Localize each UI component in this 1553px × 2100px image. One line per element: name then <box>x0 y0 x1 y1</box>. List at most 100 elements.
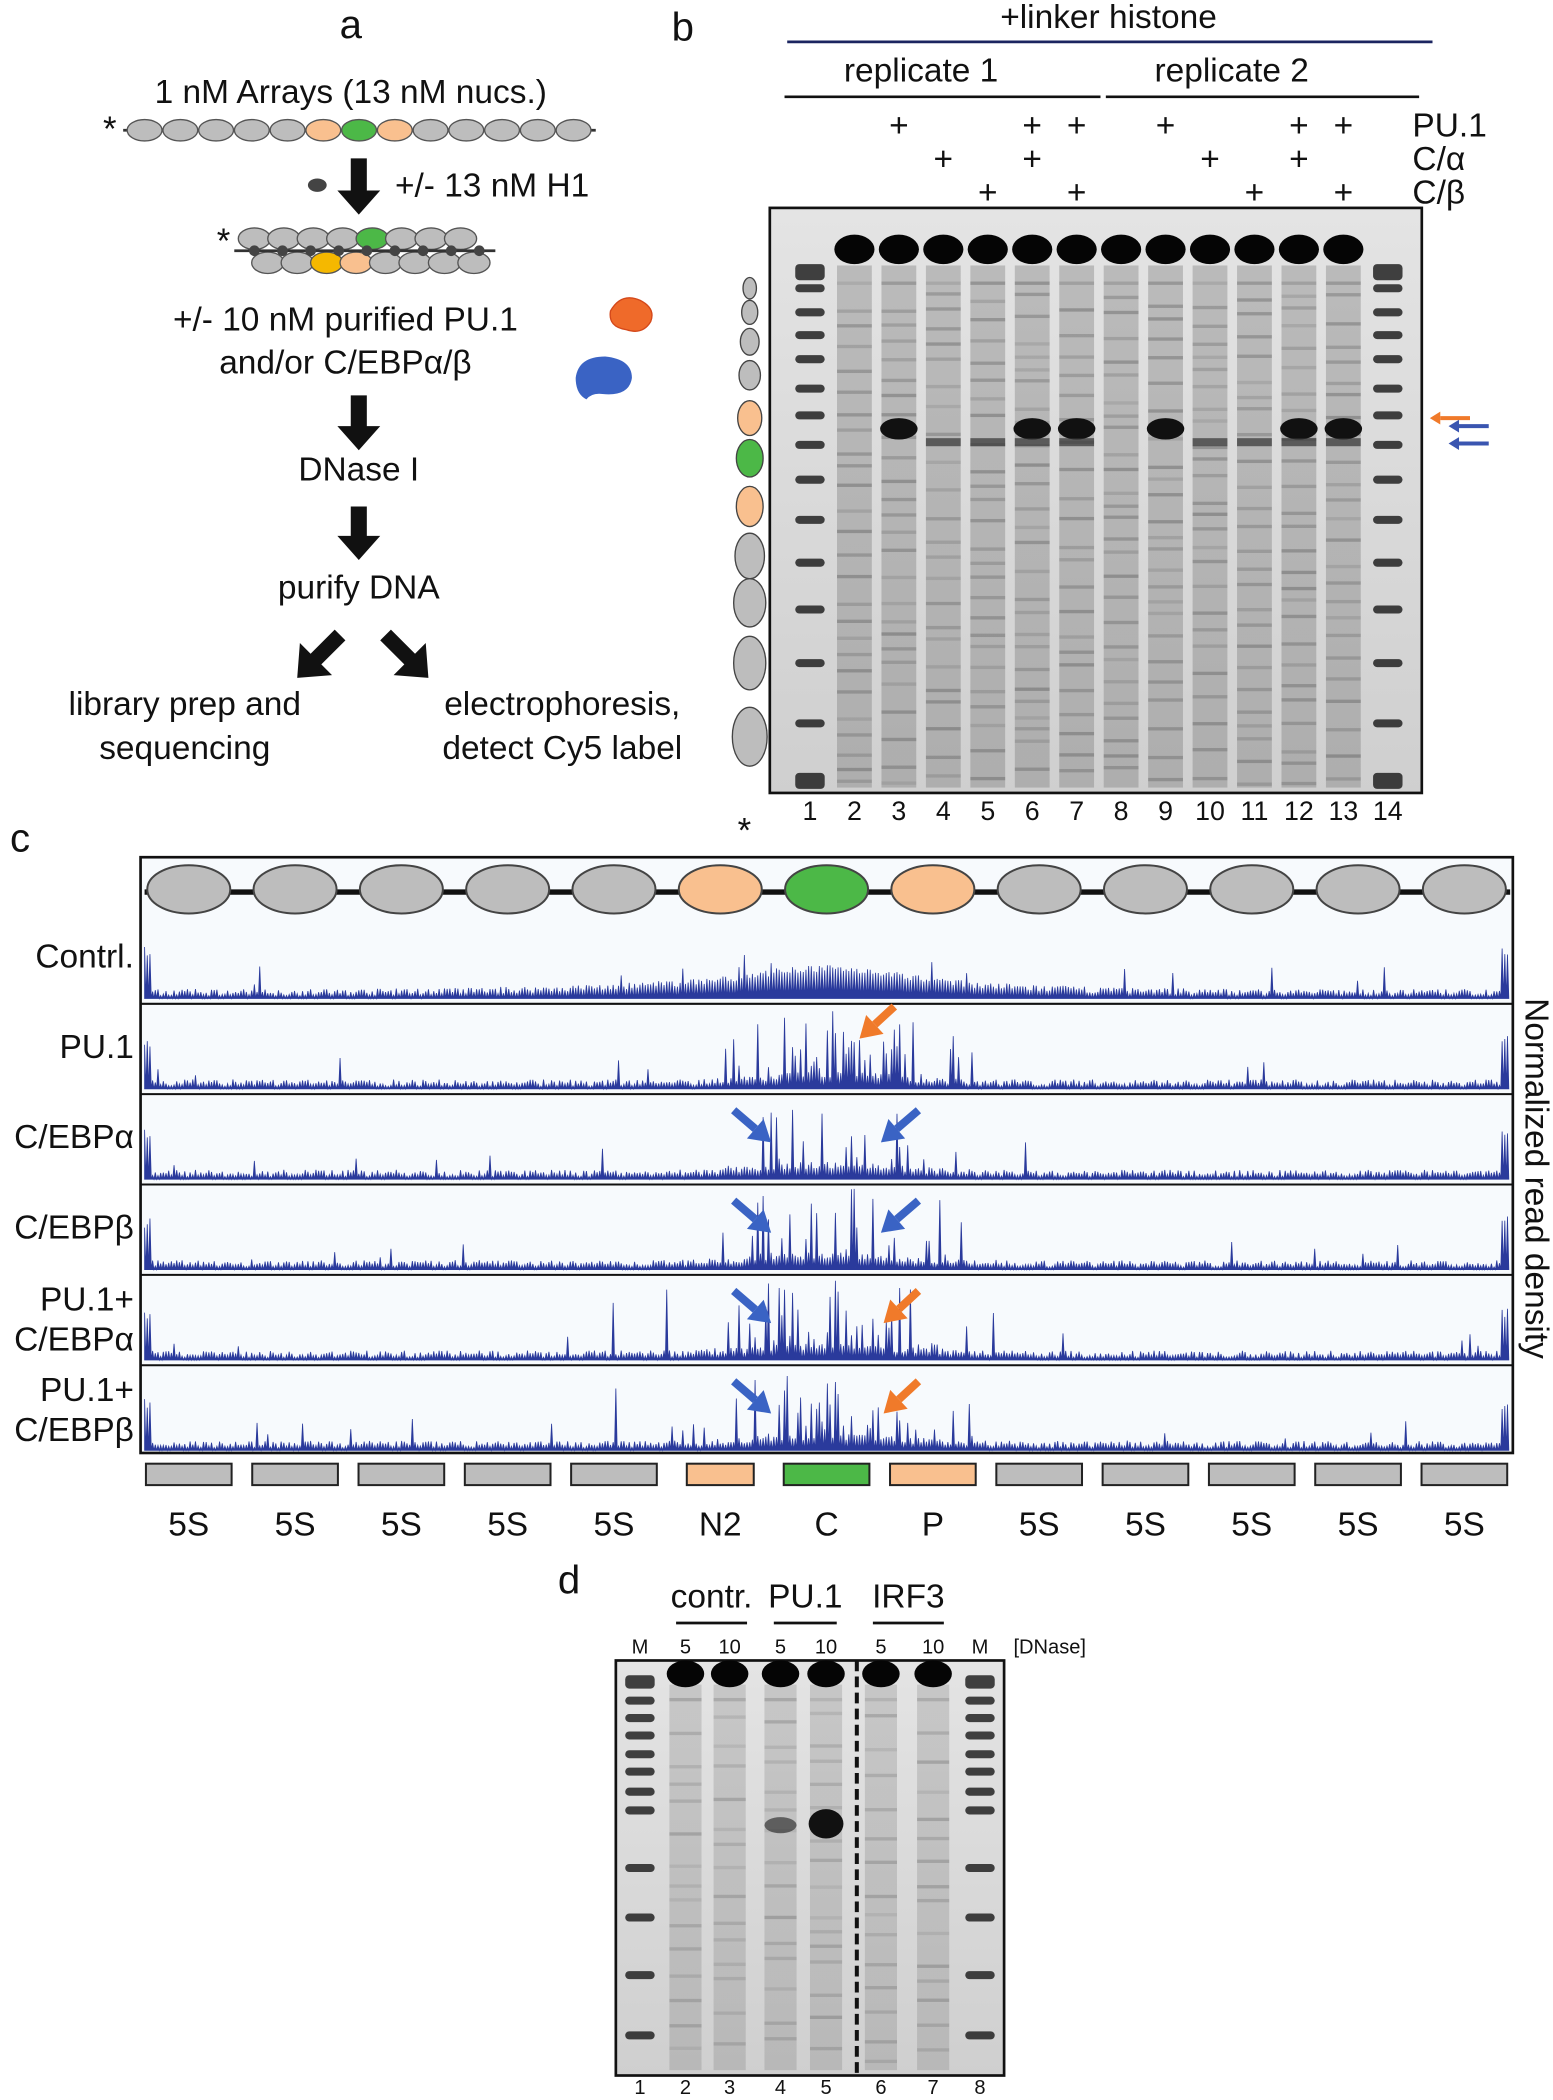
group-label: contr. <box>671 1579 753 1616</box>
nucleosome <box>731 706 768 767</box>
faint-band <box>1192 695 1228 699</box>
faint-band <box>1059 558 1095 562</box>
faint-band <box>1237 759 1272 764</box>
faint-band <box>1281 281 1317 285</box>
arrow <box>872 1003 898 1028</box>
group-label: IRF3 <box>872 1579 945 1616</box>
nucleosome <box>198 118 235 142</box>
faint-band <box>881 281 917 285</box>
ladder-band <box>1373 384 1403 393</box>
faint-band <box>1237 623 1272 627</box>
faint-band <box>1192 384 1228 389</box>
faint-band <box>1103 716 1139 720</box>
faint-band <box>925 637 961 641</box>
faint-band <box>864 1773 897 1778</box>
faint-band <box>1014 716 1050 720</box>
faint-band <box>1014 569 1050 574</box>
output: sequencing <box>99 730 270 767</box>
ladder-band <box>625 1731 655 1740</box>
ladder-band <box>965 1696 995 1705</box>
faint-band <box>1014 314 1050 319</box>
nucleosome <box>358 864 444 915</box>
lane-smear <box>881 265 917 788</box>
lane-header: M <box>972 1637 989 1659</box>
faint-band <box>837 529 872 534</box>
nucleosome <box>735 485 764 528</box>
nucleosome <box>519 118 556 142</box>
lane-number: 4 <box>775 2077 786 2099</box>
faint-band <box>925 432 961 437</box>
faint-band <box>669 1947 702 1951</box>
faint-band <box>1237 485 1272 489</box>
condition-mark: + <box>1022 141 1042 178</box>
lane-number: 7 <box>928 2077 939 2099</box>
ladder-band <box>1373 605 1403 614</box>
faint-band <box>1059 731 1095 736</box>
track-label: PU.1+ <box>40 1282 134 1319</box>
faint-band <box>1148 356 1183 360</box>
faint-band <box>864 1894 897 1899</box>
track-frame <box>139 855 1515 1455</box>
faint-band <box>1059 753 1095 757</box>
lane-smear <box>1014 265 1050 788</box>
condition-mark: + <box>1334 174 1354 211</box>
faint-band <box>1148 680 1183 684</box>
ladder-band <box>965 1863 995 1873</box>
faint-band <box>669 1864 702 1868</box>
faint-band <box>1281 781 1317 786</box>
faint-band <box>713 1938 746 1942</box>
ladder-band <box>1373 719 1403 728</box>
top-band <box>666 1660 705 1688</box>
lane-smear <box>1148 265 1183 788</box>
faint-band <box>1059 333 1095 338</box>
top-band <box>710 1660 749 1688</box>
panel-label: d <box>558 1557 580 1602</box>
arrow-head <box>1429 411 1441 425</box>
cebp-icon <box>575 356 632 400</box>
panel-label: a <box>340 2 363 47</box>
faint-band <box>713 1921 746 1926</box>
faint-band <box>881 660 917 664</box>
faint-band <box>1237 312 1272 316</box>
lane-smear <box>713 1684 746 2071</box>
ladder-band <box>625 1675 655 1689</box>
nucleosome <box>677 864 763 915</box>
faint-band <box>837 619 872 623</box>
step: DNase I <box>298 451 419 488</box>
faint-band <box>1281 642 1317 646</box>
segment-box <box>1207 1462 1296 1487</box>
lane-number: 6 <box>1025 796 1040 826</box>
faint-band <box>837 464 872 468</box>
faint-band <box>1103 310 1139 315</box>
faint-band <box>1281 698 1317 702</box>
faint-band <box>1192 611 1228 615</box>
footprint-band <box>1324 418 1363 440</box>
faint-band <box>1059 585 1095 589</box>
faint-band <box>1014 342 1050 346</box>
faint-band <box>1281 459 1317 463</box>
arrow <box>896 1288 922 1312</box>
faint-band <box>1148 727 1183 731</box>
faint-band <box>1014 355 1050 359</box>
faint-band <box>1148 611 1183 616</box>
arrow <box>731 1378 758 1403</box>
replicate: replicate 1 <box>844 53 998 90</box>
faint-band <box>764 1915 797 1920</box>
nucleosome <box>742 276 758 300</box>
faint-band <box>837 602 872 606</box>
arrow-head <box>1448 437 1460 450</box>
track-label: PU.1 <box>60 1029 134 1066</box>
faint-band <box>925 357 961 361</box>
faint-band <box>1103 739 1139 743</box>
faint-band <box>809 1711 843 1716</box>
faint-band <box>1192 367 1228 372</box>
faint-band <box>1325 777 1361 781</box>
segment-box <box>1101 1462 1190 1487</box>
segment-label: 5S <box>1019 1506 1060 1543</box>
faint-band <box>713 1797 746 1802</box>
ladder-band <box>1373 264 1403 281</box>
faint-band <box>864 2010 897 2014</box>
faint-band <box>970 575 1006 579</box>
nucleosome <box>448 118 485 142</box>
faint-band <box>1014 667 1050 672</box>
